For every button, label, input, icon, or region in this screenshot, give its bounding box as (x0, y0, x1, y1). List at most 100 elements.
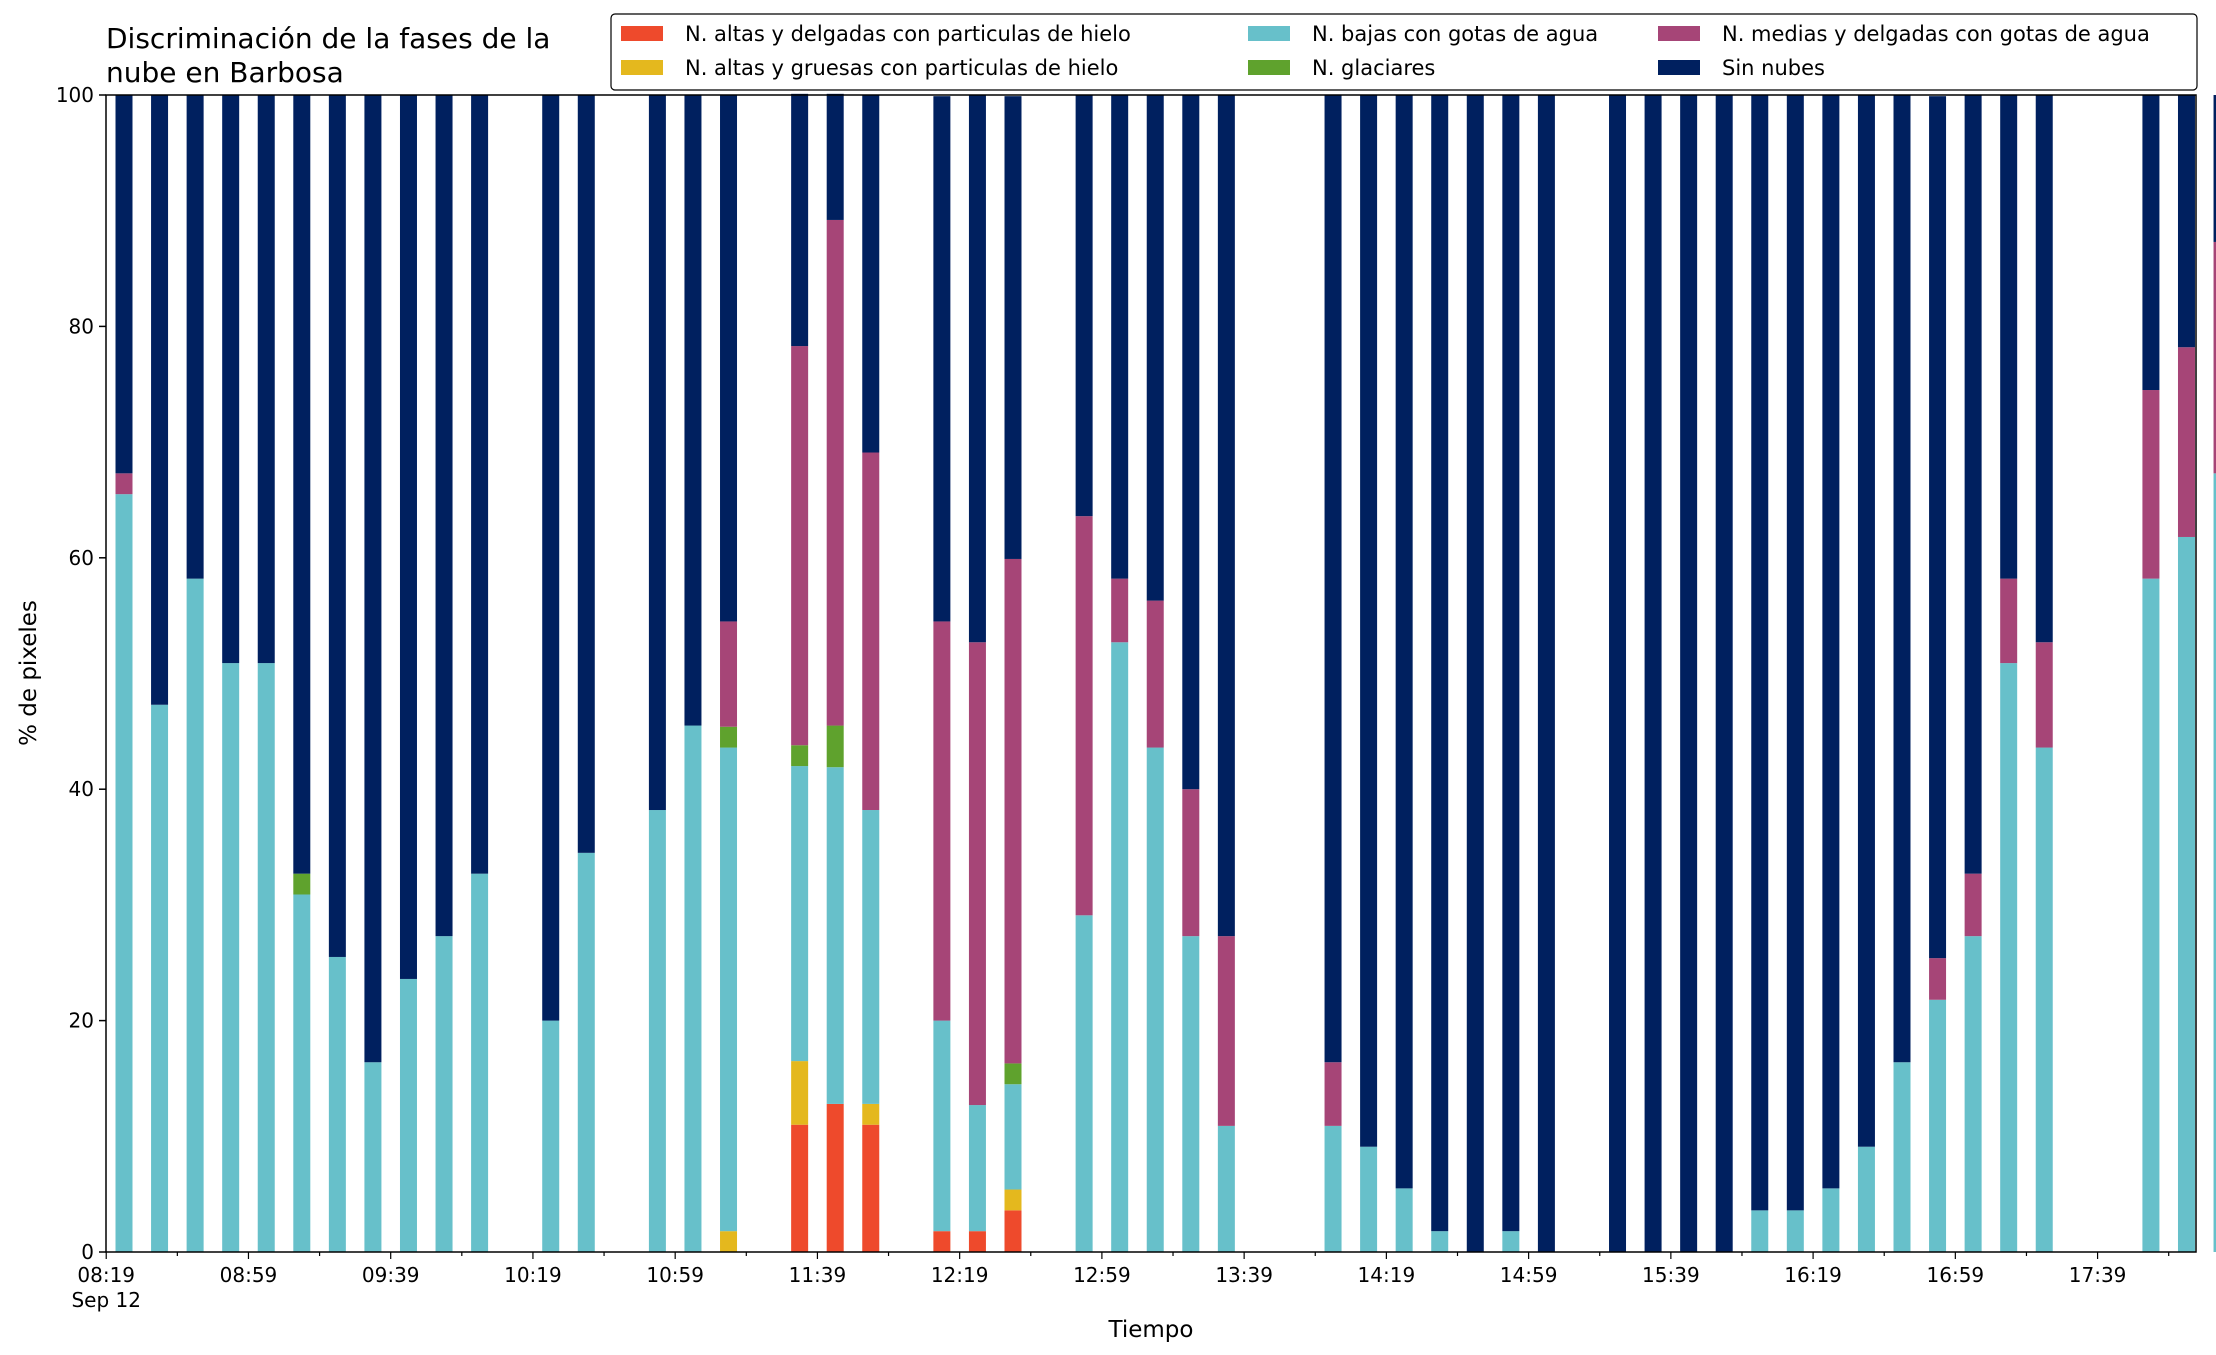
bar-segment-bajas (1431, 1231, 1449, 1252)
bar-segment-sin_nubes (2177, 95, 2195, 348)
x-tick-label: 10:19 (504, 1263, 562, 1287)
bar-segment-medias (1964, 873, 1982, 937)
bar-segment-sin_nubes (435, 95, 453, 937)
bar-segment-medias (2142, 390, 2160, 579)
bar-segment-altas_gruesas (720, 1231, 738, 1252)
bar-segment-medias (1075, 516, 1093, 916)
bar-segment-altas_delgadas (862, 1124, 880, 1252)
bar-segment-sin_nubes (186, 95, 204, 579)
x-tick-label: 14:59 (1500, 1263, 1558, 1287)
bar-segment-medias (2000, 578, 2018, 664)
bar-segment-bajas (1395, 1188, 1413, 1252)
bar-segment-bajas (2213, 473, 2216, 1253)
bar-segment-altas_delgadas (826, 1103, 844, 1252)
bar-segment-sin_nubes (471, 95, 489, 874)
bar-segment-bajas (435, 936, 453, 1252)
bar-segment-bajas (364, 1062, 382, 1252)
bar-segment-bajas (186, 578, 204, 1252)
bar-segment-altas_gruesas (791, 1061, 809, 1125)
bar-segment-bajas (577, 852, 595, 1252)
bar-segment-bajas (222, 663, 240, 1252)
bar-segment-bajas (471, 873, 489, 1252)
bar-segment-bajas (1075, 915, 1093, 1252)
x-tick-label: 10:59 (646, 1263, 704, 1287)
bar-segment-medias (2213, 241, 2216, 474)
bar-segment-sin_nubes (1644, 95, 1662, 1252)
bar-segment-bajas (1893, 1062, 1911, 1252)
bar-segment-sin_nubes (1466, 95, 1484, 1252)
bar-segment-bajas (1146, 747, 1164, 1252)
bar-segment-bajas (2035, 747, 2053, 1252)
legend-label-bajas: N. bajas con gotas de agua (1312, 22, 1598, 46)
bar-segment-medias (1004, 558, 1022, 1064)
bar-segment-bajas (1857, 1146, 1875, 1252)
bar-segment-bajas (293, 894, 311, 1252)
bar-segment-medias (968, 642, 986, 1106)
bar-segment-medias (720, 621, 738, 727)
bar-segment-bajas (2142, 578, 2160, 1252)
bar-segment-sin_nubes (968, 95, 986, 643)
bar-segment-bajas (1822, 1188, 1840, 1252)
bar-segment-sin_nubes (1680, 95, 1698, 1252)
bar-segment-bajas (328, 956, 346, 1252)
bar-segment-sin_nubes (684, 95, 702, 726)
bar-segment-sin_nubes (364, 95, 382, 1063)
bar-segment-bajas (542, 1020, 560, 1252)
bar-segment-bajas (720, 747, 738, 1232)
x-tick-date-label: Sep 12 (71, 1288, 141, 1312)
x-tick-label: 14:19 (1358, 1263, 1416, 1287)
bar-segment-glaciares (826, 725, 844, 768)
bar-segment-sin_nubes (791, 93, 809, 347)
bar-segment-medias (826, 219, 844, 726)
bar-segment-sin_nubes (2142, 95, 2160, 391)
bar-segment-medias (1217, 936, 1235, 1126)
bar-segment-medias (1182, 789, 1200, 937)
bar-segment-medias (862, 452, 880, 811)
y-axis-label: % de pixeles (16, 600, 42, 746)
legend-label-medias: N. medias y delgadas con gotas de agua (1722, 22, 2150, 46)
bar-segment-altas_delgadas (933, 1231, 951, 1252)
legend-label-sin_nubes: Sin nubes (1722, 56, 1825, 80)
bar-segment-sin_nubes (1146, 95, 1164, 601)
bar-segment-sin_nubes (1786, 95, 1804, 1211)
bar-segment-bajas (399, 978, 417, 1252)
bar-segment-sin_nubes (1857, 95, 1875, 1147)
bar-segment-medias (791, 346, 809, 746)
x-tick-label: 12:59 (1073, 1263, 1131, 1287)
bar-segment-sin_nubes (222, 95, 240, 664)
bar-segment-glaciares (791, 745, 809, 767)
bar-segment-sin_nubes (933, 96, 951, 622)
bar-segment-bajas (648, 810, 666, 1252)
bar-segment-altas_delgadas (791, 1124, 809, 1252)
bar-segment-sin_nubes (2213, 95, 2216, 242)
bar-segment-glaciares (720, 726, 738, 748)
y-tick-label: 40 (69, 777, 94, 801)
x-tick-label: 15:39 (1642, 1263, 1700, 1287)
bars-layer (115, 93, 2216, 1253)
bar-segment-sin_nubes (862, 95, 880, 453)
x-axis-label: Tiempo (1108, 1317, 1194, 1343)
bar-segment-medias (1324, 1062, 1342, 1126)
plot-frame (105, 94, 2197, 1253)
bar-segment-sin_nubes (328, 95, 346, 957)
y-tick-label: 80 (69, 314, 94, 338)
bar-segment-bajas (684, 725, 702, 1252)
bar-segment-sin_nubes (1609, 95, 1627, 1252)
bar-segment-sin_nubes (1182, 95, 1200, 790)
bar-segment-altas_gruesas (862, 1103, 880, 1125)
bar-segment-sin_nubes (1929, 96, 1947, 959)
legend-swatch-sin_nubes (1658, 60, 1700, 75)
bar-segment-bajas (1360, 1146, 1378, 1252)
bar-segment-glaciares (293, 873, 311, 895)
bar-segment-sin_nubes (1360, 95, 1378, 1147)
x-tick-label: 08:59 (220, 1263, 278, 1287)
bar-segment-bajas (826, 767, 844, 1104)
bar-segment-medias (1146, 600, 1164, 748)
bar-segment-bajas (862, 810, 880, 1104)
bar-segment-sin_nubes (1111, 95, 1129, 579)
bar-segment-sin_nubes (1964, 95, 1982, 874)
bar-segment-sin_nubes (257, 95, 275, 664)
bar-segment-bajas (933, 1020, 951, 1232)
bar-segment-sin_nubes (720, 95, 738, 622)
bar-segment-sin_nubes (1751, 95, 1769, 1211)
